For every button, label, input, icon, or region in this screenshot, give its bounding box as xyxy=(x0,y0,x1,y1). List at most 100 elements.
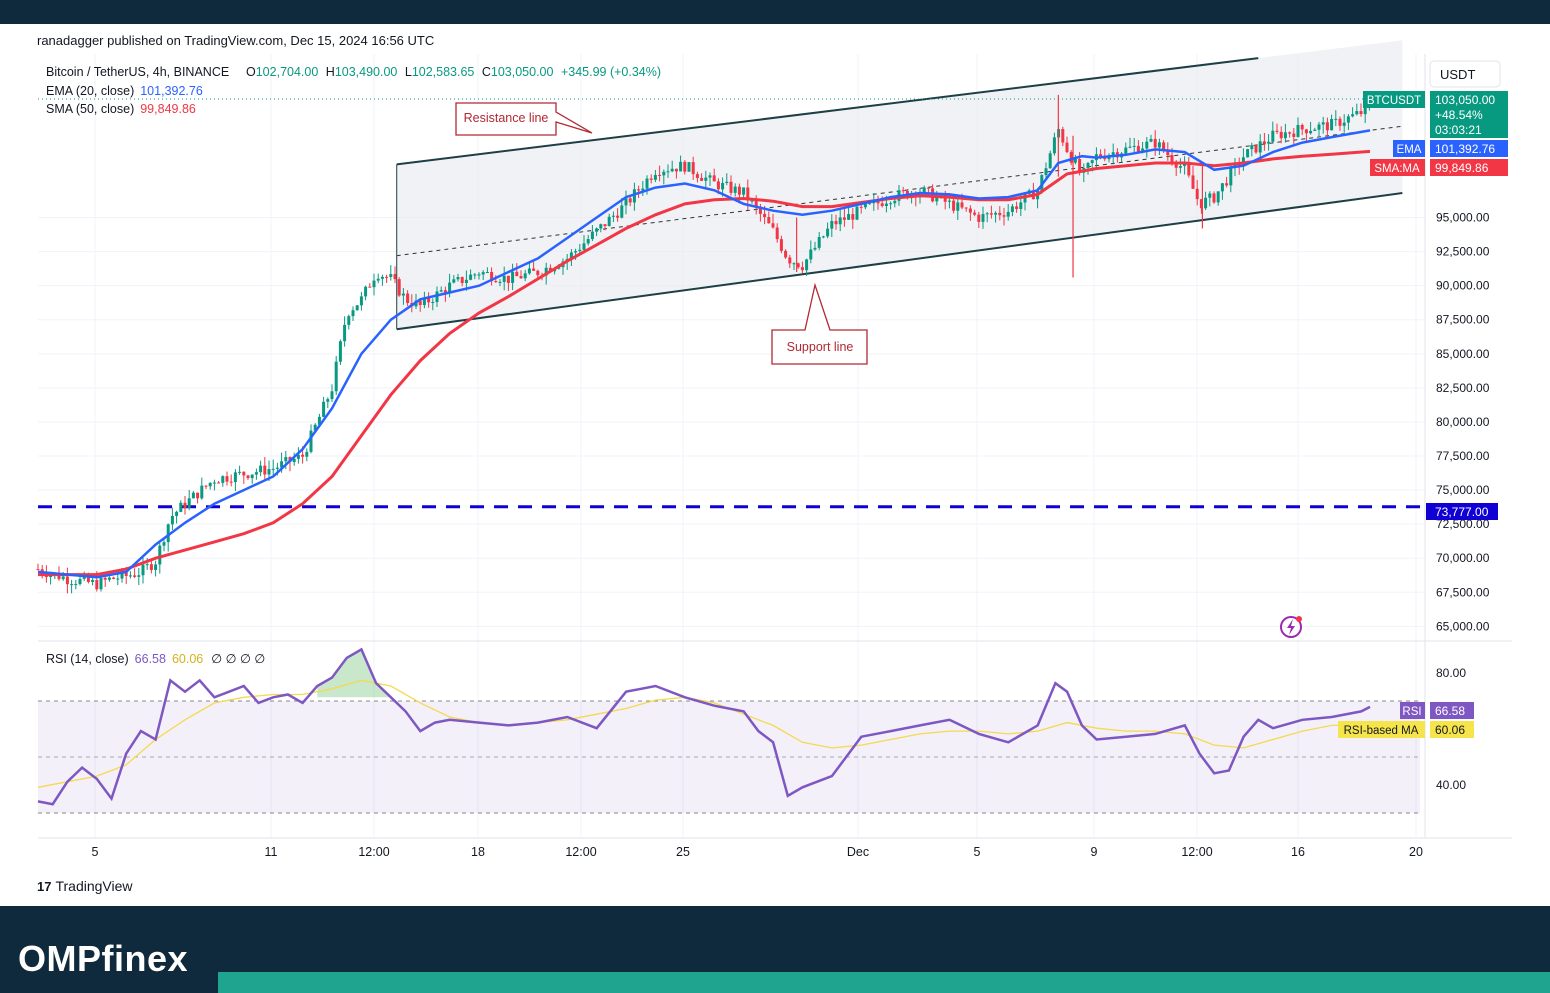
candle-body xyxy=(998,212,1002,216)
resistance-annotation[interactable]: Resistance line xyxy=(455,102,593,136)
candle-body xyxy=(271,468,275,470)
candle-body xyxy=(574,251,578,253)
candle-body xyxy=(649,178,653,180)
candle-body xyxy=(322,401,326,417)
candle-body xyxy=(796,263,800,268)
candle-body xyxy=(162,542,166,546)
candle-body xyxy=(754,200,758,207)
sma-line[interactable] xyxy=(38,149,1371,577)
symbol-badge-text: BTCUSDT xyxy=(1367,95,1421,107)
candle-body xyxy=(1111,152,1115,156)
candle-body xyxy=(813,247,817,250)
candle-body xyxy=(1090,160,1094,164)
candle-body xyxy=(1338,118,1342,126)
candle-body xyxy=(187,498,191,508)
candle-body xyxy=(343,324,347,342)
site-logo[interactable]: OMPfinex xyxy=(18,938,189,979)
candle-body xyxy=(532,268,536,271)
candle-body xyxy=(1103,157,1107,160)
candle-body xyxy=(792,263,796,265)
candle-body xyxy=(616,215,620,218)
candle-body xyxy=(737,186,741,195)
candle-body xyxy=(691,162,695,175)
candle-body xyxy=(985,213,989,215)
price-tick: 77,500.00 xyxy=(1436,449,1490,463)
candle-body xyxy=(851,214,855,220)
sma-price: 99,849.86 xyxy=(1435,161,1489,175)
symbol-badge xyxy=(1363,91,1425,108)
candle-body xyxy=(1300,124,1304,130)
candle-body xyxy=(683,161,687,172)
resistance-line[interactable] xyxy=(396,57,1259,166)
candle-body xyxy=(1351,114,1355,117)
candle-body xyxy=(926,187,930,189)
candle-body xyxy=(548,267,552,272)
rsi-pane xyxy=(37,647,1420,814)
candle-body xyxy=(1136,145,1140,153)
candle-body xyxy=(733,186,737,193)
candle-body xyxy=(847,214,851,220)
sma-tag-badge xyxy=(1370,159,1425,176)
percent-change: +48.54% xyxy=(1435,108,1483,122)
candle-body xyxy=(179,502,183,512)
currency-button[interactable]: USDT xyxy=(1429,60,1501,88)
support-line[interactable] xyxy=(396,192,1403,331)
candle-body xyxy=(1065,142,1069,153)
candle-body xyxy=(1145,141,1149,149)
lightning-icon[interactable] xyxy=(1280,616,1302,638)
currency-label: USDT xyxy=(1440,67,1475,82)
candle-body xyxy=(1267,141,1271,144)
candle-body xyxy=(254,472,258,475)
candle-body xyxy=(515,271,519,277)
candle-body xyxy=(133,575,137,577)
resistance-label: Resistance line xyxy=(464,111,549,125)
candle-body xyxy=(1304,129,1308,134)
candle-body xyxy=(452,279,456,283)
candle-body xyxy=(1166,150,1170,156)
candle-body xyxy=(582,243,586,250)
candle-body xyxy=(641,188,645,191)
tradingview-brand[interactable]: 17 TradingView xyxy=(37,878,133,894)
price-tick: 80,000.00 xyxy=(1436,415,1490,429)
candle-body xyxy=(1170,155,1174,163)
candle-body xyxy=(1212,193,1216,203)
candle-body xyxy=(729,181,733,193)
candle-body xyxy=(569,252,573,259)
candle-body xyxy=(485,272,489,274)
price-tick: 85,000.00 xyxy=(1436,347,1490,361)
candle-body xyxy=(154,564,158,570)
candle-body xyxy=(1019,202,1023,209)
candle-body xyxy=(830,220,834,229)
candle-body xyxy=(1359,111,1363,115)
candle-body xyxy=(763,213,767,218)
candle-body xyxy=(784,250,788,258)
candle-body xyxy=(380,276,384,279)
candle-body xyxy=(859,206,863,208)
candle-body xyxy=(653,174,657,180)
candle-body xyxy=(624,198,628,206)
candle-body xyxy=(212,482,216,484)
candle-body xyxy=(422,297,426,306)
candle-body xyxy=(217,482,221,484)
candle-body xyxy=(1086,163,1090,168)
candle-body xyxy=(128,575,132,577)
candle-body xyxy=(418,300,422,306)
candle-body xyxy=(880,203,884,207)
ema-line[interactable] xyxy=(37,129,1371,579)
candle-body xyxy=(1346,116,1350,123)
candle-body xyxy=(95,579,99,590)
candle-body xyxy=(758,206,762,214)
candle-body xyxy=(158,545,162,565)
footer-stripe xyxy=(218,972,1550,993)
candle-body xyxy=(1183,164,1187,167)
publisher-line: ranadagger published on TradingView.com,… xyxy=(37,33,435,48)
price-scale-ticks: 95,000.00 92,500.00 90,000.00 87,500.00 85,0… xyxy=(1436,211,1490,634)
rsi-tag-badge xyxy=(1400,702,1425,719)
support-annotation[interactable]: Support line xyxy=(771,282,868,365)
chart-svg[interactable]: Bitcoin / TetherUS, 4h, BINANCE O102,704… xyxy=(0,24,1550,904)
candle-body xyxy=(889,203,893,205)
candle-body xyxy=(750,200,754,202)
candle-body xyxy=(800,267,804,271)
ema-price: 101,392.76 xyxy=(1435,142,1495,156)
rsi-line[interactable] xyxy=(37,647,1371,806)
